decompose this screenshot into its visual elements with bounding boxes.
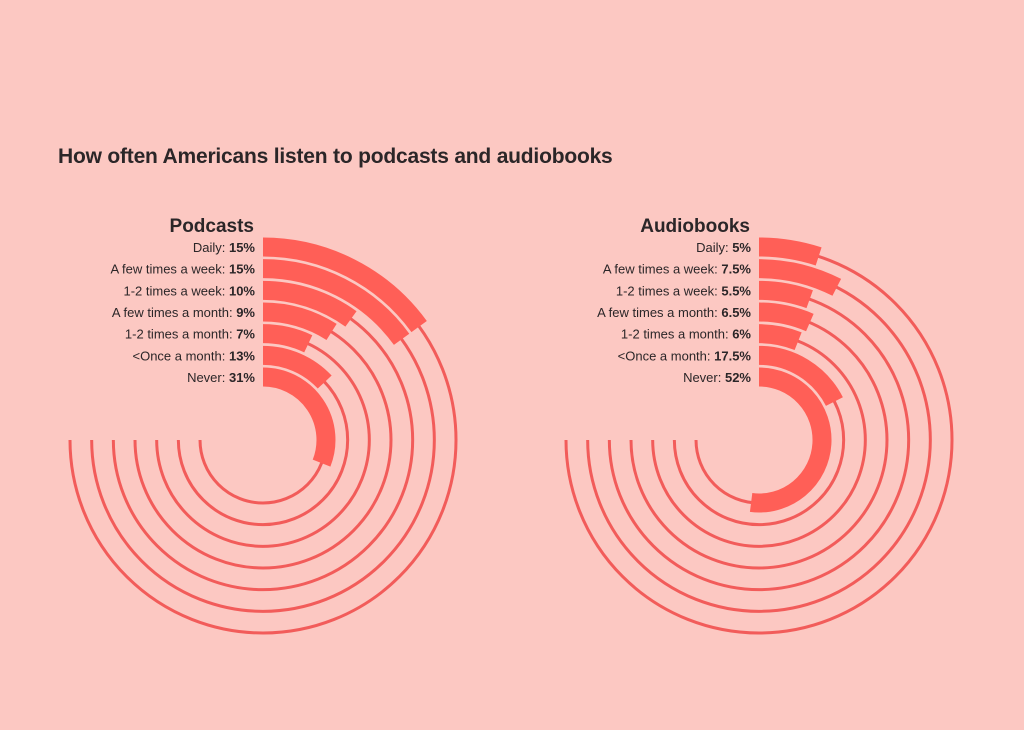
category-value: 52% — [725, 370, 751, 385]
track-arc — [133, 310, 393, 570]
category-name: A few times a week: — [603, 262, 722, 277]
category-name: Daily: — [193, 240, 229, 255]
category-value: 6.5% — [721, 305, 751, 320]
category-label: Daily: 5% — [696, 240, 751, 255]
bar-daily — [262, 237, 427, 333]
bar-1-2-times-a-month — [262, 324, 313, 353]
category-label: A few times a week: 15% — [110, 262, 255, 277]
category-value: 10% — [229, 283, 255, 298]
category-label: Daily: 15% — [193, 240, 256, 255]
category-name: 1-2 times a week: — [123, 283, 229, 298]
category-value: 15% — [229, 240, 255, 255]
bar-a-few-times-a-week — [262, 259, 410, 345]
category-label: Never: 52% — [683, 370, 751, 385]
category-label: 1-2 times a week: 5.5% — [616, 283, 752, 298]
bar-1-2-times-a-week — [262, 280, 357, 327]
bar-once-a-month — [758, 345, 843, 407]
panel-title: Audiobooks — [640, 216, 750, 237]
track-arc — [155, 332, 371, 548]
category-name: Daily: — [696, 240, 732, 255]
category-name: Never: — [683, 370, 725, 385]
category-name: 1-2 times a week: — [616, 283, 722, 298]
chart-title: How often Americans listen to podcasts a… — [58, 145, 613, 168]
category-label: 1-2 times a week: 10% — [123, 283, 255, 298]
bar-1-2-times-a-week — [758, 280, 813, 309]
category-label: 1-2 times a month: 7% — [125, 327, 256, 342]
bar-daily — [758, 237, 822, 266]
category-label: A few times a month: 9% — [112, 305, 256, 320]
category-label: A few times a week: 7.5% — [603, 262, 752, 277]
category-value: 13% — [229, 348, 255, 363]
track-arc — [586, 267, 932, 613]
track-arc — [629, 310, 889, 570]
category-name: A few times a month: — [597, 305, 721, 320]
track-arc — [651, 332, 867, 548]
bar-a-few-times-a-month — [262, 302, 337, 341]
category-name: 1-2 times a month: — [125, 327, 236, 342]
bar-once-a-month — [262, 345, 332, 389]
category-name: <Once a month: — [618, 348, 714, 363]
category-label: Never: 31% — [187, 370, 255, 385]
category-value: 5% — [732, 240, 751, 255]
category-label: <Once a month: 17.5% — [618, 348, 752, 363]
category-value: 9% — [236, 305, 255, 320]
category-value: 31% — [229, 370, 255, 385]
category-name: 1-2 times a month: — [621, 327, 732, 342]
track-arc — [607, 288, 911, 592]
panel-audiobooks: Audiobooks Daily: 5% A few times a week: 7… — [564, 216, 954, 635]
category-name: A few times a month: — [112, 305, 236, 320]
bar-never — [262, 367, 336, 467]
bar-a-few-times-a-week — [758, 259, 842, 296]
category-label: A few times a month: 6.5% — [597, 305, 751, 320]
category-name: A few times a week: — [110, 262, 229, 277]
category-name: <Once a month: — [132, 348, 228, 363]
category-value: 17.5% — [714, 348, 751, 363]
category-value: 5.5% — [721, 283, 751, 298]
track-arc — [564, 245, 954, 635]
category-label: <Once a month: 13% — [132, 348, 255, 363]
track-arc — [111, 288, 415, 592]
bar-1-2-times-a-month — [758, 324, 802, 351]
category-value: 15% — [229, 262, 255, 277]
category-value: 6% — [732, 327, 751, 342]
bar-a-few-times-a-month — [758, 302, 814, 332]
category-label: 1-2 times a month: 6% — [621, 327, 752, 342]
category-value: 7% — [236, 327, 255, 342]
bar-never — [749, 367, 832, 513]
panel-title: Podcasts — [170, 216, 254, 237]
category-value: 7.5% — [721, 262, 751, 277]
category-name: Never: — [187, 370, 229, 385]
